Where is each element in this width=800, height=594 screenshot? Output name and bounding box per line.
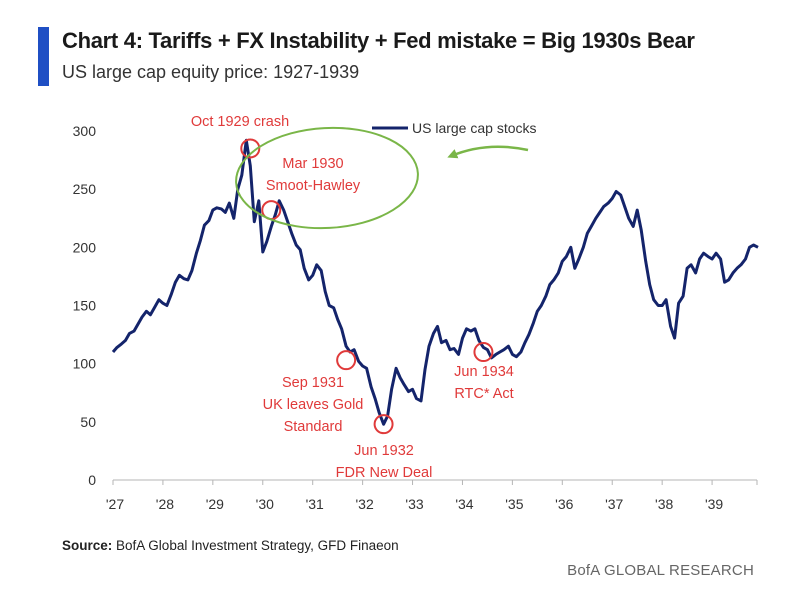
annotation-label: Sep 1931 xyxy=(282,375,344,391)
legend-label: US large cap stocks xyxy=(412,120,537,136)
x-tick-label: '34 xyxy=(455,496,473,512)
annotations: Oct 1929 crash Mar 1930 Smoot-Hawley Sep 19… xyxy=(191,114,514,481)
y-tick-label: 100 xyxy=(73,356,97,372)
highlight-arrow xyxy=(447,145,529,159)
y-tick-label: 150 xyxy=(73,298,97,314)
x-tick-label: '37 xyxy=(605,496,623,512)
annotation-label: Oct 1929 crash xyxy=(191,114,289,130)
x-tick-label: '39 xyxy=(705,496,723,512)
y-tick-label: 0 xyxy=(88,472,96,488)
x-axis: '27 '28 '29 '30 '31 '32 '33 '34 '35 '36 '37 '38 '39 xyxy=(106,479,758,512)
y-tick-label: 200 xyxy=(73,239,97,255)
x-tick-label: '31 xyxy=(306,496,324,512)
x-tick-label: '36 xyxy=(555,496,573,512)
chart-title: Chart 4: Tariffs + FX Instability + Fed … xyxy=(62,28,695,53)
x-tick-label: '38 xyxy=(655,496,673,512)
y-axis-labels: 0 50 100 150 200 250 300 xyxy=(73,123,97,488)
annotation-label: UK leaves Gold xyxy=(263,397,364,413)
annotation-marker xyxy=(473,342,494,363)
y-tick-label: 50 xyxy=(80,414,96,430)
x-tick-label: '30 xyxy=(256,496,274,512)
y-tick-label: 300 xyxy=(73,123,97,139)
source-note: Source: BofA Global Investment Strategy,… xyxy=(62,538,399,553)
x-tick-label: '29 xyxy=(206,496,224,512)
annotation-label: Jun 1932 xyxy=(354,443,414,459)
x-tick-label: '28 xyxy=(156,496,174,512)
annotation-label: RTC* Act xyxy=(454,386,513,402)
annotation-label: FDR New Deal xyxy=(336,465,433,481)
chart-subtitle: US large cap equity price: 1927-1939 xyxy=(62,62,360,82)
annotation-label: Smoot-Hawley xyxy=(266,178,361,194)
legend: US large cap stocks xyxy=(372,120,537,136)
title-accent-bar xyxy=(38,27,49,86)
source-text: BofA Global Investment Strategy, GFD Fin… xyxy=(116,538,399,553)
x-tick-label: '33 xyxy=(405,496,423,512)
annotation-label: Mar 1930 xyxy=(282,156,343,172)
series-line-us-large-cap-stocks xyxy=(111,138,759,426)
annotation-marker xyxy=(373,414,394,435)
annotation-label: Standard xyxy=(284,419,343,435)
source-label: Source: xyxy=(62,538,113,553)
brand-label: BofA GLOBAL RESEARCH xyxy=(567,562,754,579)
x-tick-label: '32 xyxy=(355,496,373,512)
x-tick-label: '35 xyxy=(505,496,523,512)
annotation-marker xyxy=(336,350,357,371)
smoot-hawley-highlight xyxy=(235,126,529,230)
annotation-label: Jun 1934 xyxy=(454,364,514,380)
x-tick-label: '27 xyxy=(106,496,124,512)
y-tick-label: 250 xyxy=(73,181,97,197)
annotation-marker xyxy=(240,138,261,159)
highlight-ellipse xyxy=(235,126,419,230)
